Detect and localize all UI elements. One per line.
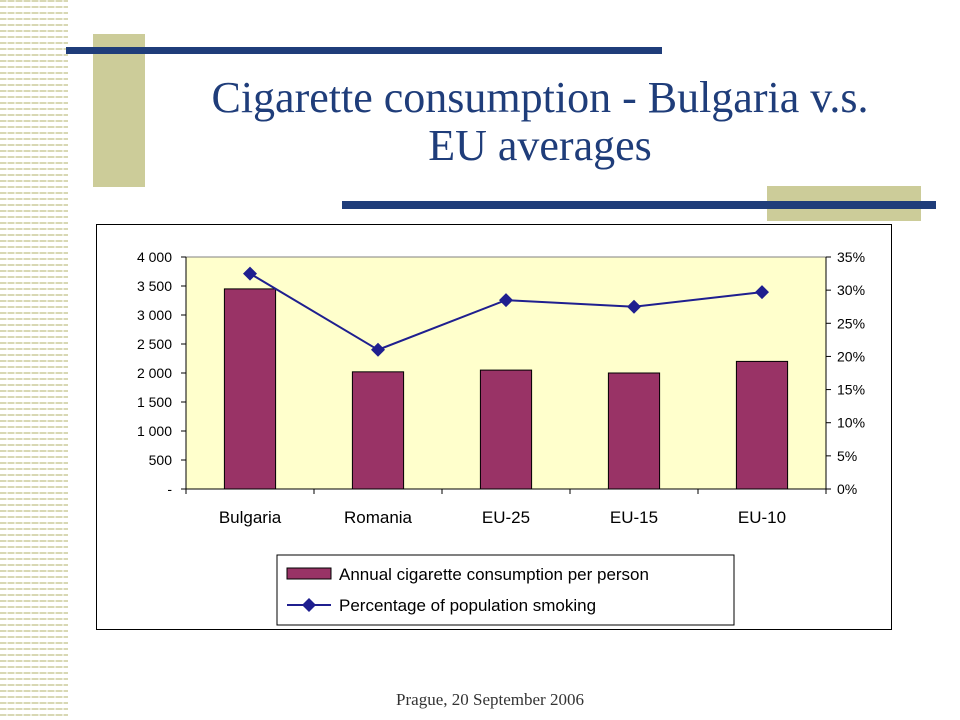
- y-left-tick-label: 2 500: [137, 336, 172, 352]
- bar: [479, 369, 533, 490]
- line-point: [755, 285, 769, 300]
- title-accent-top-bar: [66, 47, 662, 54]
- x-tick-label: EU-25: [482, 508, 530, 527]
- side-stripe-decoration: [0, 0, 68, 720]
- line-point: [627, 299, 641, 314]
- legend-box: [276, 554, 735, 626]
- bar: [607, 372, 661, 490]
- legend-swatch-marker: [302, 598, 316, 612]
- y-left-tick-label: 3 500: [137, 278, 172, 294]
- chart-svg: - 500 1 000 1 500 2 000 2 500 3 000 3 500 4 000 0…: [137, 249, 865, 626]
- title-line-1: Cigarette consumption - Bulgaria v.s.: [211, 73, 869, 122]
- y-right-tick-label: 20%: [837, 348, 865, 364]
- y-left-tick-label: 4 000: [137, 249, 172, 265]
- y-left-tick-label: 1 500: [137, 394, 172, 410]
- y-right-tick-label: 5%: [837, 448, 857, 464]
- bar: [735, 360, 789, 490]
- title-accent-khaki-block: [93, 34, 145, 187]
- y-right-tick-label: 35%: [837, 249, 865, 265]
- y-right-tick-label: 30%: [837, 282, 865, 298]
- x-tick-label: EU-15: [610, 508, 658, 527]
- bar: [351, 371, 405, 490]
- footer-text: Prague, 20 September 2006: [396, 690, 584, 709]
- x-tick-label: Bulgaria: [219, 508, 282, 527]
- chart-frame: - 500 1 000 1 500 2 000 2 500 3 000 3 500 4 000 0…: [96, 224, 892, 630]
- y-left-tick-label: -: [167, 481, 172, 497]
- y-left-tick-label: 1 000: [137, 423, 172, 439]
- x-tick-label: EU-10: [738, 508, 786, 527]
- legend-label-line: Percentage of population smoking: [339, 596, 596, 615]
- title-line-2: EU averages: [428, 121, 652, 170]
- y-right-tick-label: 25%: [837, 315, 865, 331]
- x-tick-label: Romania: [344, 508, 413, 527]
- line-point: [499, 293, 513, 308]
- y-right-tick-label: 15%: [837, 382, 865, 398]
- page-title: Cigarette consumption - Bulgaria v.s. EU…: [150, 74, 930, 170]
- y-right-tick-label: 10%: [837, 415, 865, 431]
- legend-label-bar: Annual cigarette consumption per person: [339, 565, 649, 584]
- title-accent-bottom-bar: [342, 201, 936, 209]
- bar: [223, 288, 277, 490]
- y-left-tick-label: 2 000: [137, 365, 172, 381]
- line-point: [243, 266, 257, 281]
- legend-swatch-bar: [286, 567, 332, 580]
- y-left-tick-label: 3 000: [137, 307, 172, 323]
- y-left-tick-label: 500: [149, 452, 173, 468]
- line-point: [371, 342, 385, 357]
- y-right-tick-label: 0%: [837, 481, 857, 497]
